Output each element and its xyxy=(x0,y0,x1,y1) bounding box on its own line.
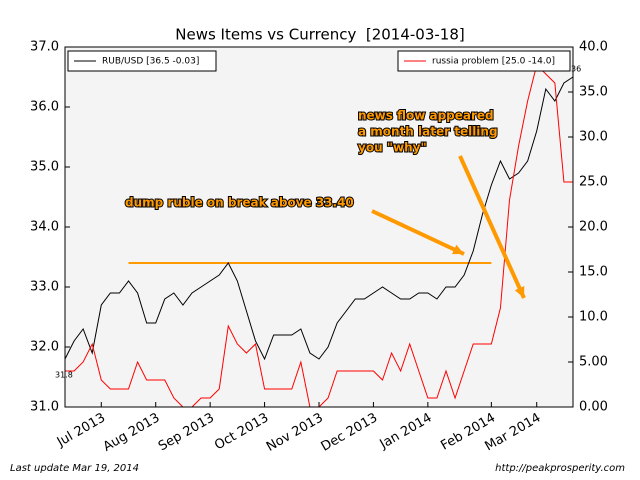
chart-title: News Items vs Currency [2014-03-18] xyxy=(175,26,464,44)
legend-label: russia problem [25.0 -14.0] xyxy=(432,57,555,67)
y2-tick-label: 30.0 xyxy=(579,130,608,145)
y2-tick-label: 10.0 xyxy=(579,310,608,325)
footer-right: http://peakprosperity.com xyxy=(495,463,625,474)
y2-tick-label: 5.00 xyxy=(579,355,608,370)
y2-tick-label: 25.0 xyxy=(579,175,608,190)
legend-box xyxy=(67,50,217,72)
y-tick-label: 31.0 xyxy=(30,400,59,415)
annotation: you "why" xyxy=(358,141,427,155)
arrow-shaft xyxy=(371,209,465,256)
y2-tick-label: 35.0 xyxy=(579,85,608,100)
arrow-shaft xyxy=(458,155,526,299)
y-tick-label: 32.0 xyxy=(30,340,59,355)
annotation: dump ruble on break above 33.40 xyxy=(125,196,354,210)
arrow-head xyxy=(452,244,464,255)
y2-tick-label: 0.00 xyxy=(579,400,608,415)
y-tick-label: 34.0 xyxy=(30,220,59,235)
point-label: 36 xyxy=(571,65,581,74)
legend-label: RUB/USD [36.5 -0.03] xyxy=(102,57,199,67)
arrow-head xyxy=(514,286,525,298)
footer-left: Last update Mar 19, 2014 xyxy=(10,463,139,474)
y2-tick-label: 20.0 xyxy=(579,220,608,235)
y2-tick-label: 15.0 xyxy=(579,265,608,280)
plot-frame xyxy=(64,46,574,408)
y-tick-label: 36.0 xyxy=(30,100,59,115)
y2-tick-label: 40.0 xyxy=(579,40,608,55)
annotation: a month later telling xyxy=(358,125,498,139)
point-label: 31.8 xyxy=(55,371,73,380)
y-tick-label: 37.0 xyxy=(30,40,59,55)
y-tick-label: 33.0 xyxy=(30,280,59,295)
y-tick-label: 35.0 xyxy=(30,160,59,175)
series-line xyxy=(64,76,574,361)
annotation: news flow appeared xyxy=(358,109,494,123)
plot-area xyxy=(65,47,573,407)
legend-box xyxy=(397,50,571,72)
